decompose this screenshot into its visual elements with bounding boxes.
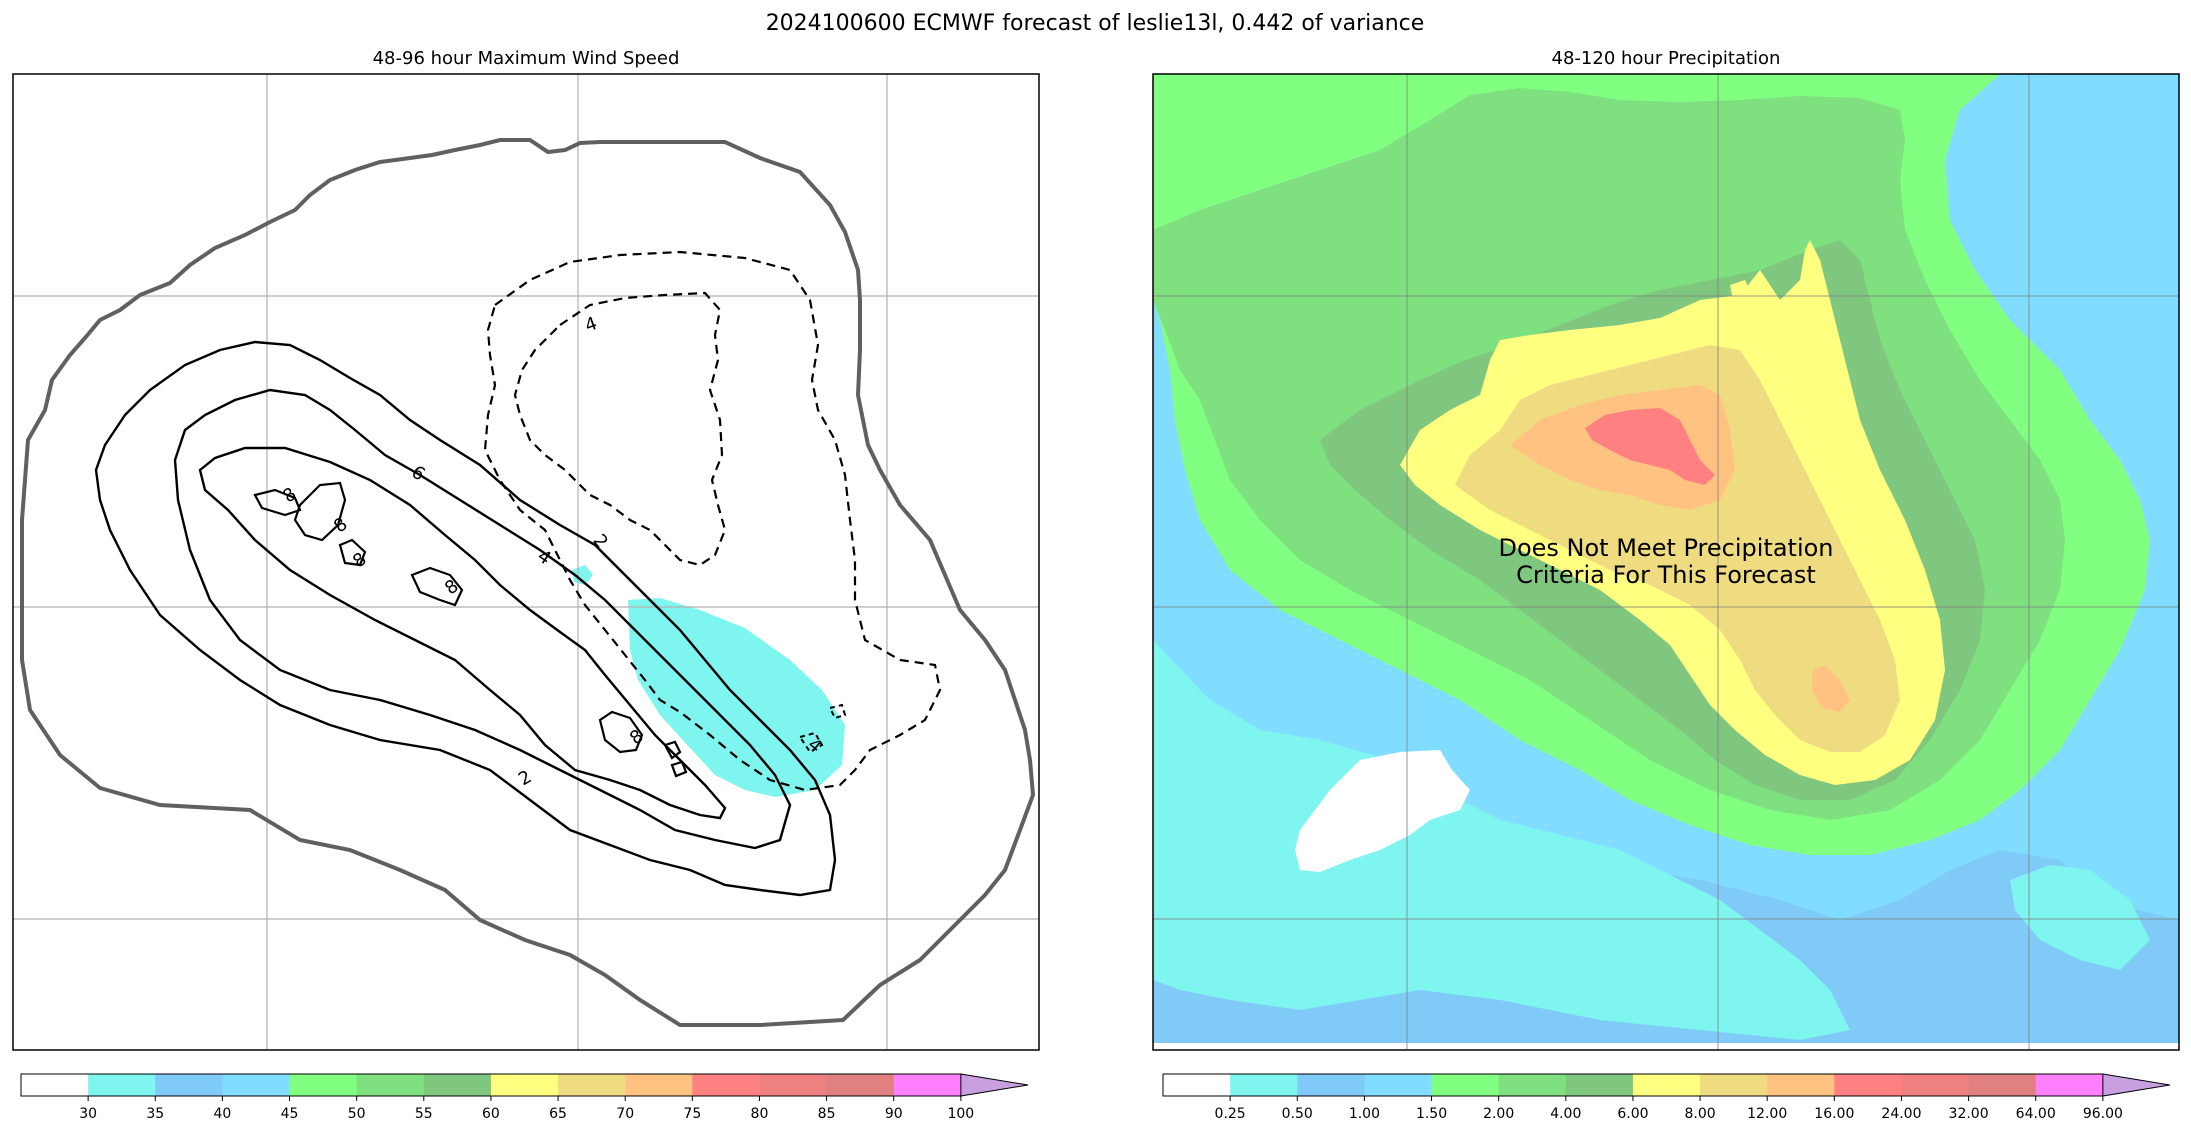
precip-annotation-line1: Does Not Meet Precipitation: [1498, 534, 1833, 562]
figure: 2024100600 ECMWF forecast of leslie13l, …: [0, 0, 2191, 1134]
colorbar-segment: [558, 1074, 626, 1096]
figure-title: 2024100600 ECMWF forecast of leslie13l, …: [766, 11, 1425, 36]
colorbar-segment: [1499, 1074, 1567, 1096]
colorbar-tick-label: 40: [213, 1106, 231, 1122]
wind-colorbar: 30 35 40 45 50 55 60 65 70 75 80 85 90 100: [21, 1074, 1028, 1122]
colorbar-tick-label: 12.00: [1747, 1106, 1787, 1122]
colorbar-segment: [759, 1074, 827, 1096]
precip-annotation-line2: Criteria For This Forecast: [1516, 561, 1816, 589]
colorbar-segment: [222, 1074, 290, 1096]
colorbar-extend-arrow: [2103, 1074, 2170, 1096]
colorbar-segment: [2036, 1074, 2104, 1096]
colorbar-tick-label: 60: [482, 1106, 500, 1122]
colorbar-tick-label: 100: [947, 1106, 974, 1122]
colorbar-tick-label: 90: [885, 1106, 903, 1122]
colorbar-tick-label: 55: [415, 1106, 433, 1122]
colorbar-segment: [155, 1074, 223, 1096]
precip-colorbar: 0.25 0.50 1.00 1.50 2.00 4.00 6.00 8.00 12.00 16.…: [1163, 1074, 2170, 1122]
colorbar-segment: [1230, 1074, 1298, 1096]
colorbar-segment: [1633, 1074, 1701, 1096]
colorbar-tick-label: 64.00: [2016, 1106, 2056, 1122]
colorbar-tick-label: 1.00: [1349, 1106, 1380, 1122]
wind-map-background: [13, 74, 1039, 1050]
colorbar-tick-label: 2.00: [1483, 1106, 1514, 1122]
colorbar-tick-label: 24.00: [1881, 1106, 1921, 1122]
colorbar-extend-arrow: [961, 1074, 1028, 1096]
precip-panel: 48-120 hour Precipitation: [1153, 48, 2179, 1122]
colorbar-segment: [1163, 1074, 1231, 1096]
colorbar-tick-label: 0.50: [1282, 1106, 1313, 1122]
colorbar-segment: [692, 1074, 760, 1096]
colorbar-tick-label: 70: [616, 1106, 634, 1122]
colorbar-segment: [88, 1074, 156, 1096]
colorbar-segment: [357, 1074, 425, 1096]
wind-speed-panel: 48-96 hour Maximum Wind Speed: [13, 48, 1039, 1122]
colorbar-segment: [424, 1074, 492, 1096]
colorbar-tick-label: 35: [146, 1106, 164, 1122]
colorbar-tick-label: 1.50: [1416, 1106, 1447, 1122]
colorbar-segment: [1364, 1074, 1432, 1096]
colorbar-segment: [491, 1074, 559, 1096]
colorbar-segment: [21, 1074, 89, 1096]
colorbar-tick-label: 80: [751, 1106, 769, 1122]
colorbar-segment: [1700, 1074, 1768, 1096]
colorbar-segment: [1297, 1074, 1365, 1096]
colorbar-tick-label: 30: [79, 1106, 97, 1122]
colorbar-tick-label: 96.00: [2083, 1106, 2123, 1122]
colorbar-segment: [827, 1074, 895, 1096]
colorbar-tick-label: 45: [281, 1106, 299, 1122]
colorbar-segment: [290, 1074, 358, 1096]
colorbar-segment: [1566, 1074, 1634, 1096]
colorbar-tick-label: 4.00: [1550, 1106, 1581, 1122]
colorbar-tick-label: 6.00: [1617, 1106, 1648, 1122]
colorbar-tick-label: 50: [348, 1106, 366, 1122]
precip-panel-title: 48-120 hour Precipitation: [1552, 48, 1781, 69]
wind-panel-title: 48-96 hour Maximum Wind Speed: [373, 48, 680, 69]
colorbar-tick-label: 8.00: [1684, 1106, 1715, 1122]
colorbar-segment: [1969, 1074, 2037, 1096]
colorbar-segment: [1767, 1074, 1835, 1096]
colorbar-tick-label: 0.25: [1215, 1106, 1246, 1122]
colorbar-tick-label: 85: [818, 1106, 836, 1122]
colorbar-segment: [1432, 1074, 1500, 1096]
colorbar-tick-label: 65: [549, 1106, 567, 1122]
colorbar-tick-label: 16.00: [1814, 1106, 1854, 1122]
colorbar-segment: [894, 1074, 962, 1096]
colorbar-segment: [625, 1074, 693, 1096]
colorbar-segment: [1834, 1074, 1902, 1096]
colorbar-tick-label: 75: [683, 1106, 701, 1122]
colorbar-tick-label: 32.00: [1949, 1106, 1989, 1122]
colorbar-segment: [1901, 1074, 1969, 1096]
